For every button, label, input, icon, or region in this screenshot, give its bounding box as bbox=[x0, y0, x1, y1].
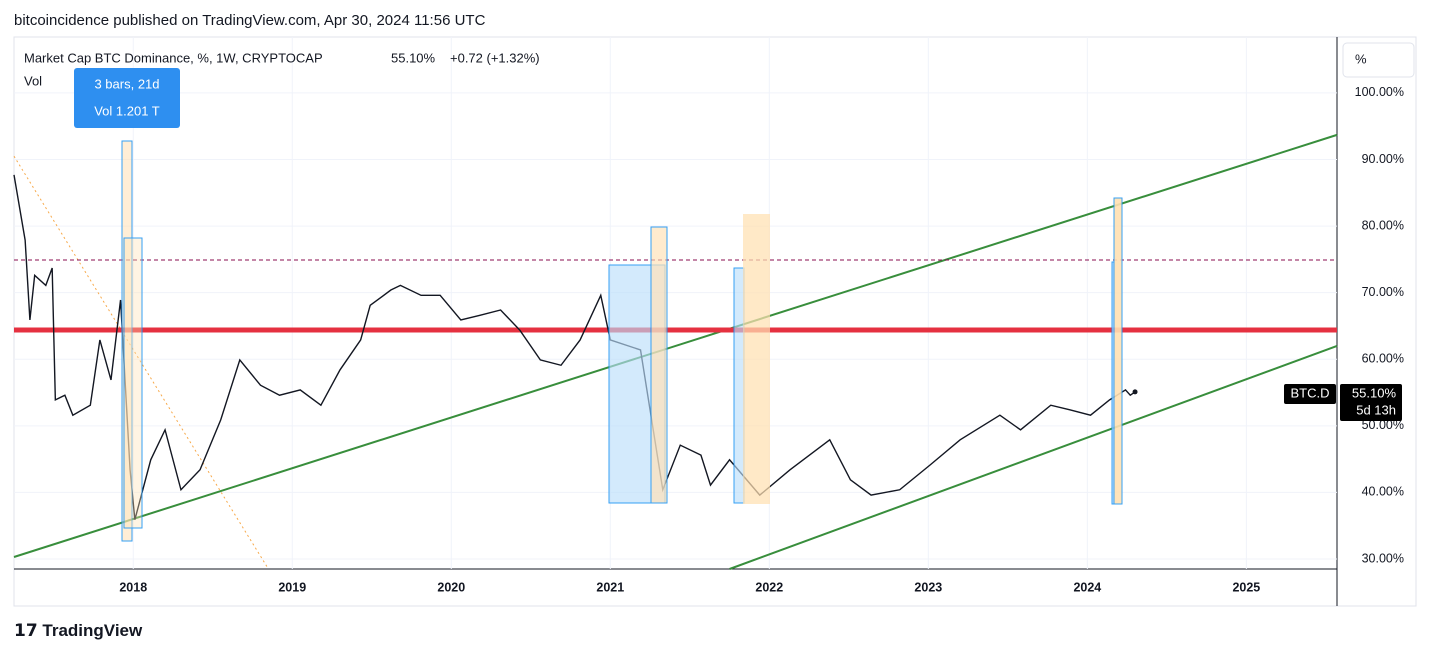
legend-title: Market Cap BTC Dominance, %, 1W, CRYPTOC… bbox=[24, 50, 323, 65]
overlay: Market Cap BTC Dominance, %, 1W, CRYPTOC… bbox=[14, 42, 1415, 640]
y-tick-label: 90.00% bbox=[1362, 152, 1404, 166]
footer-brand: TradingView bbox=[42, 621, 143, 640]
x-tick-label: 2019 bbox=[278, 580, 306, 594]
tooltip-bars: 3 bars, 21d bbox=[94, 76, 159, 91]
logo-mark: 𝟭𝟳 bbox=[14, 621, 42, 640]
symbol-tag bbox=[1284, 384, 1336, 404]
x-tick-label: 2023 bbox=[914, 580, 942, 594]
trend-line bbox=[729, 345, 1338, 570]
y-tick-label: 80.00% bbox=[1362, 218, 1404, 232]
x-tick-label: 2022 bbox=[755, 580, 783, 594]
symbol-tag-label: BTC.D bbox=[1291, 385, 1330, 400]
x-tick-label: 2024 bbox=[1073, 580, 1101, 594]
y-tick-label: 100.00% bbox=[1355, 85, 1404, 99]
range-box bbox=[733, 267, 745, 504]
volume-label: Vol bbox=[24, 73, 42, 88]
range-box bbox=[121, 140, 133, 542]
legend-last: 55.10% bbox=[391, 50, 436, 65]
price-tag-countdown: 5d 13h bbox=[1356, 402, 1396, 417]
range-box bbox=[743, 214, 770, 504]
price-tag bbox=[1340, 384, 1402, 421]
y-tick-label: 60.00% bbox=[1362, 352, 1404, 366]
y-tick-label: 70.00% bbox=[1362, 285, 1404, 299]
plot-area: 30.00% 40.00% 50.00% 60.00% 70.00% 80.00% 90.0… bbox=[13, 37, 1404, 594]
range-box bbox=[123, 237, 143, 529]
frame bbox=[13, 36, 1417, 607]
price-tag-value: 55.10% bbox=[1352, 385, 1397, 400]
range-box bbox=[650, 226, 668, 504]
x-tick-label: 2025 bbox=[1232, 580, 1260, 594]
range-box bbox=[1113, 197, 1123, 505]
y-tick-label: 40.00% bbox=[1362, 485, 1404, 499]
trend-line bbox=[13, 133, 1338, 558]
scale-button[interactable] bbox=[1342, 42, 1415, 78]
last-point bbox=[1132, 389, 1138, 395]
tooltip-volume: Vol 1.201 T bbox=[94, 103, 160, 118]
footer-logo: 𝟭𝟳 TradingView bbox=[14, 621, 143, 640]
trend-line bbox=[13, 155, 269, 570]
price-line bbox=[13, 174, 1136, 520]
y-tick-label: 50.00% bbox=[1362, 418, 1404, 432]
x-tick-label: 2020 bbox=[437, 580, 465, 594]
x-tick-label: 2021 bbox=[596, 580, 624, 594]
x-tick-label: 2018 bbox=[119, 580, 147, 594]
y-tick-label: 30.00% bbox=[1362, 551, 1404, 565]
highlights bbox=[121, 140, 1123, 542]
scale-button-label[interactable]: % bbox=[1355, 51, 1367, 66]
header: bitcoincidence published on TradingView.… bbox=[14, 12, 486, 29]
legend-change: +0.72 (+1.32%) bbox=[450, 50, 540, 65]
tooltip bbox=[74, 68, 180, 128]
